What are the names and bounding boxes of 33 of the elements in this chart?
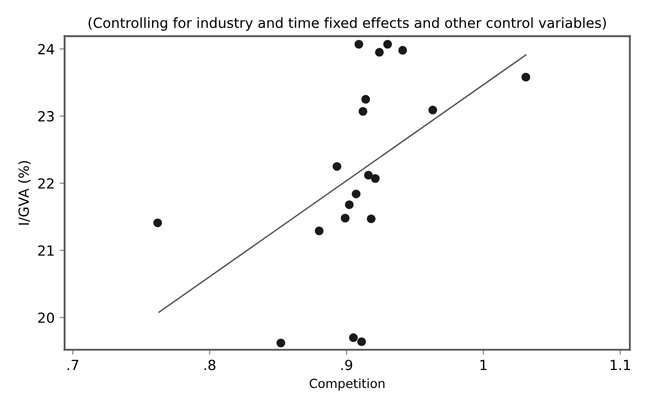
x-tick-label: .9 [341, 360, 352, 370]
point [364, 170, 373, 180]
y-tick-label: 23 [38, 111, 54, 122]
point [521, 72, 530, 82]
point [349, 333, 358, 342]
x-tick-label: .8 [204, 360, 216, 370]
point [428, 106, 438, 114]
point [344, 200, 354, 210]
point [370, 174, 380, 183]
point [361, 94, 370, 104]
point [340, 214, 350, 223]
point [276, 338, 286, 348]
y-tick-label: 24 [38, 44, 54, 54]
point [354, 40, 364, 49]
y-tick-label: 22 [38, 178, 54, 188]
x-axis-title: Competition [310, 378, 384, 391]
x-tick-label: 1 [480, 360, 487, 370]
point [383, 40, 392, 49]
y-tick-label: 21 [38, 245, 54, 256]
point [314, 226, 324, 236]
x-tick-label: 1.1 [610, 360, 630, 370]
point [398, 46, 408, 55]
point [366, 214, 376, 224]
x-tick-label: .7 [68, 360, 78, 370]
point [352, 190, 360, 198]
y-tick-label: 20 [38, 312, 54, 323]
point [357, 337, 366, 346]
point [358, 107, 368, 116]
point [153, 218, 162, 228]
point [332, 162, 342, 171]
chart-title: (Controlling for industry and time fixed effects and other control variables) [88, 17, 606, 31]
point [375, 48, 384, 57]
y-axis-title: I/GVA (%) [18, 161, 31, 225]
